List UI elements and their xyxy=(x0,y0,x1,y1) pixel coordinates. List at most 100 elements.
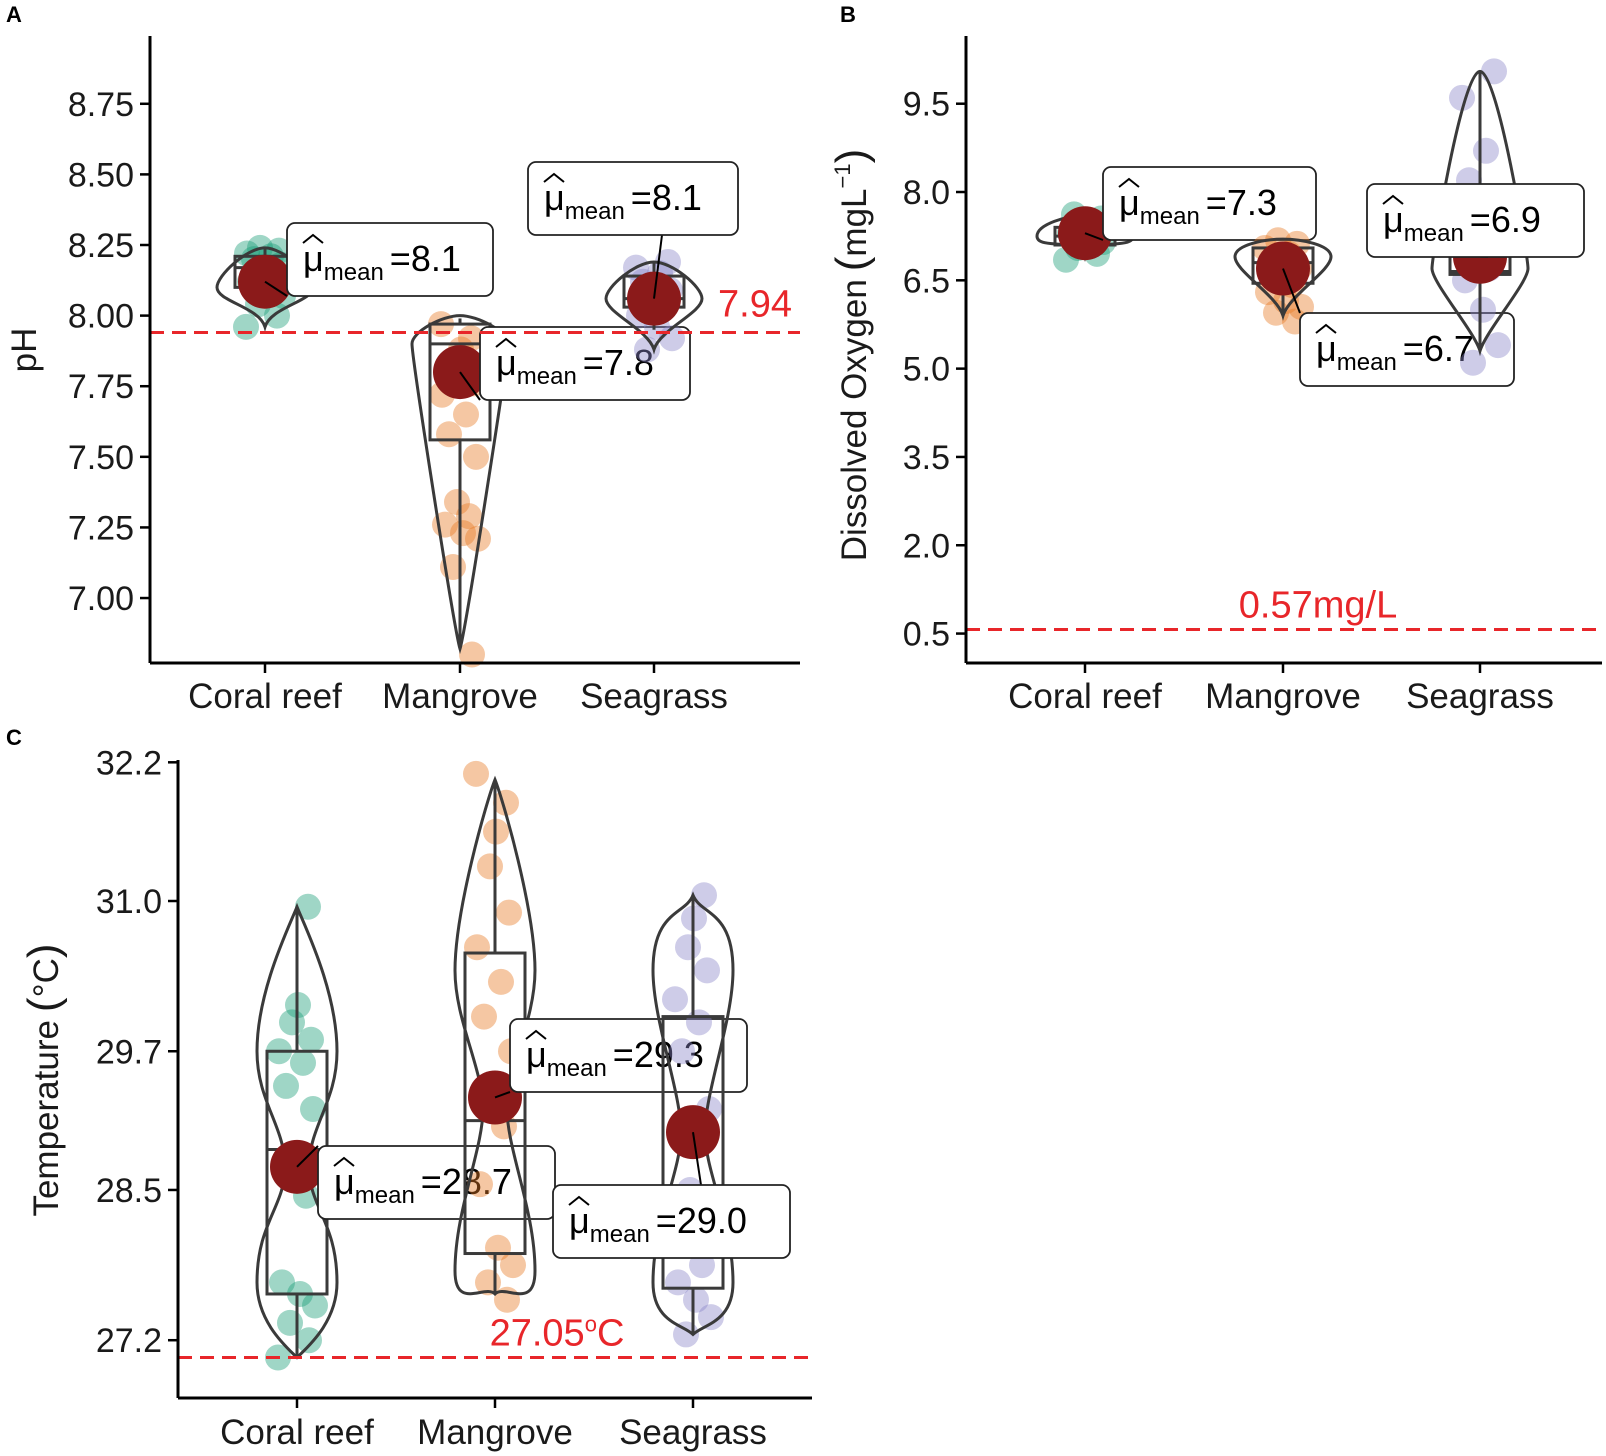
panel-c-y-axis-title-unit: °C xyxy=(27,958,66,997)
annotation-hat xyxy=(333,1156,355,1167)
x-tick-label-mangrove: Mangrove xyxy=(417,1413,573,1452)
data-point xyxy=(488,968,514,995)
data-point xyxy=(295,893,321,920)
x-tick-label-seagrass: Seagrass xyxy=(619,1413,767,1452)
data-point xyxy=(686,1009,712,1036)
annotation-box xyxy=(1102,166,1317,241)
data-point xyxy=(698,1304,724,1331)
annotation-box xyxy=(527,161,739,236)
annotation-sub: mean xyxy=(565,198,625,225)
annotation-box xyxy=(286,222,494,297)
mean-annotation: μmean =28.7 xyxy=(296,1145,556,1220)
violin-outline xyxy=(604,260,704,355)
annotation-box xyxy=(317,1145,556,1220)
x-tick-label-mangrove: Mangrove xyxy=(382,677,538,716)
y-tick-label: 27.2 xyxy=(96,1322,162,1360)
panel-b-label: B xyxy=(840,2,856,27)
group-coral-reef: μmean =28.7 xyxy=(255,893,556,1371)
panel-b-x-ticks: Coral reef Mangrove Seagrass xyxy=(1008,663,1554,716)
annotation-mu: μ xyxy=(334,1161,355,1202)
annotation-value: =8.1 xyxy=(631,177,702,218)
annotation-leader xyxy=(1084,232,1104,241)
annotation-leader xyxy=(1282,268,1301,314)
x-tick-label-coral-reef: Coral reef xyxy=(220,1413,374,1452)
annotation-mu: μ xyxy=(526,1034,547,1075)
x-tick-label-coral-reef: Coral reef xyxy=(1008,677,1162,716)
data-point xyxy=(471,1003,497,1030)
y-tick-label: 8.00 xyxy=(68,298,134,336)
group-mangrove: μmean =29.3 xyxy=(453,760,748,1313)
reference-line-label: 0.57mg/L xyxy=(1239,584,1397,626)
annotation-value: =8.1 xyxy=(390,238,461,279)
y-tick-label: 32.2 xyxy=(96,744,162,782)
data-point xyxy=(277,1309,303,1336)
mean-annotation: μmean =6.7 xyxy=(1282,268,1515,387)
data-point xyxy=(500,1252,526,1279)
y-tick-label: 9.5 xyxy=(903,86,950,124)
box-iqr xyxy=(463,951,527,1256)
data-point xyxy=(233,313,259,340)
data-point xyxy=(450,520,476,547)
x-tick-label-seagrass: Seagrass xyxy=(580,677,728,716)
annotation-value: =6.9 xyxy=(1470,199,1541,240)
annotation-mu: μ xyxy=(1383,199,1404,240)
panel-b-y-axis-title: Dissolved Oxygen (mgL−1) xyxy=(827,149,876,562)
annotation-hat xyxy=(302,233,324,244)
data-point xyxy=(269,1269,295,1296)
annotation-text: μmean =7.3 xyxy=(1119,182,1277,230)
panel-b-y-axis-title-unit: mgL xyxy=(835,188,874,256)
panel-a-y-ticks: 7.00 7.25 7.50 7.75 8.00 8.25 8.50 8.75 xyxy=(68,86,150,618)
data-point xyxy=(1470,296,1496,323)
annotation-sub: mean xyxy=(324,259,384,286)
panel-c-y-axis-title: Temperature (°C) xyxy=(19,943,68,1216)
data-point xyxy=(463,443,489,470)
y-tick-label: 6.5 xyxy=(903,262,950,300)
data-point xyxy=(298,1026,324,1053)
y-tick-label: 8.50 xyxy=(68,156,134,194)
annotation-value: =7.8 xyxy=(583,342,654,383)
annotation-hat xyxy=(525,1029,547,1040)
data-point xyxy=(453,401,479,428)
mean-annotation: μmean =6.9 xyxy=(1366,183,1585,258)
data-point xyxy=(463,760,489,787)
mean-annotation: μmean =7.3 xyxy=(1084,166,1317,241)
annotation-hat xyxy=(568,1195,590,1206)
y-tick-label: 8.25 xyxy=(68,227,134,265)
mean-annotation: μmean =29.3 xyxy=(494,1018,748,1099)
annotation-text: μmean =6.9 xyxy=(1383,199,1541,247)
mean-annotation: μmean =8.1 xyxy=(527,161,739,299)
annotation-text: μmean =7.8 xyxy=(496,342,654,390)
data-point xyxy=(675,934,701,961)
data-point xyxy=(496,899,522,926)
panel-b-y-axis-title-paren-open: ( xyxy=(827,256,876,271)
mean-annotation: μmean =7.8 xyxy=(459,326,691,401)
data-point xyxy=(669,1038,695,1065)
x-tick-label-seagrass: Seagrass xyxy=(1406,677,1554,716)
annotation-value: =6.7 xyxy=(1403,328,1474,369)
y-tick-label: 28.5 xyxy=(96,1172,162,1210)
group-mangrove: μmean =7.8 xyxy=(410,311,691,668)
group-seagrass: μmean =29.0 xyxy=(552,882,791,1348)
data-point xyxy=(436,421,462,448)
y-tick-label: 8.75 xyxy=(68,86,134,124)
y-tick-label: 7.25 xyxy=(68,509,134,547)
x-tick-label-coral-reef: Coral reef xyxy=(188,677,342,716)
panel-c-y-axis-title-paren-close: ) xyxy=(19,943,68,958)
y-tick-label: 31.0 xyxy=(96,883,162,921)
data-point xyxy=(1473,137,1499,164)
annotation-value: =29.0 xyxy=(656,1200,747,1241)
annotation-sub: mean xyxy=(517,363,577,390)
annotation-mu: μ xyxy=(1119,182,1140,223)
data-point xyxy=(683,1286,709,1313)
annotation-sub: mean xyxy=(1337,349,1397,376)
panel-b-y-axis-title-main: Dissolved Oxygen xyxy=(835,279,874,561)
data-point xyxy=(662,986,688,1013)
annotation-value: =7.3 xyxy=(1206,182,1277,223)
data-point xyxy=(296,1327,322,1354)
data-point xyxy=(665,1269,691,1296)
reference-line-label: 27.05oC xyxy=(490,1312,625,1355)
annotation-sub: mean xyxy=(1140,203,1200,230)
